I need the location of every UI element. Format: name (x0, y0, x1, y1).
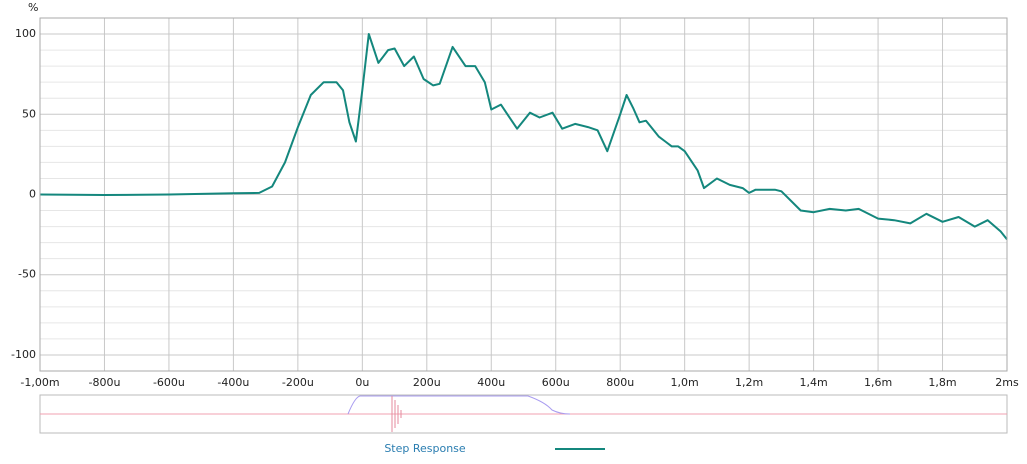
x-tick-label: 800u (606, 376, 634, 389)
data-line (39, 33, 1008, 241)
y-unit: % (28, 1, 38, 14)
y-tick-label: -50 (18, 268, 36, 281)
x-tick-label: 1,8m (928, 376, 956, 389)
x-tick-label: -1,00m (20, 376, 59, 389)
x-tick-label: 2ms (995, 376, 1019, 389)
x-tick-label: 1,0m (671, 376, 699, 389)
x-tick-label: 400u (477, 376, 505, 389)
x-tick-label: 1,6m (864, 376, 892, 389)
x-tick-label: 1,4m (799, 376, 827, 389)
y-tick-label: 100 (15, 27, 36, 40)
legend-label: Step Response (384, 442, 466, 455)
x-tick-label: 1,2m (735, 376, 763, 389)
x-tick-label: -600u (153, 376, 185, 389)
y-tick-label: -100 (11, 348, 36, 361)
overview-strip (39, 394, 1008, 434)
x-tick-label: -200u (282, 376, 314, 389)
x-tick-label: 0u (355, 376, 369, 389)
plot-frame (39, 17, 1008, 372)
x-tick-label: 600u (542, 376, 570, 389)
x-tick-label: -400u (217, 376, 249, 389)
x-tick-label: -800u (88, 376, 120, 389)
x-tick-label: 200u (413, 376, 441, 389)
y-tick-label: 50 (22, 107, 36, 120)
y-tick-label: 0 (29, 188, 36, 201)
